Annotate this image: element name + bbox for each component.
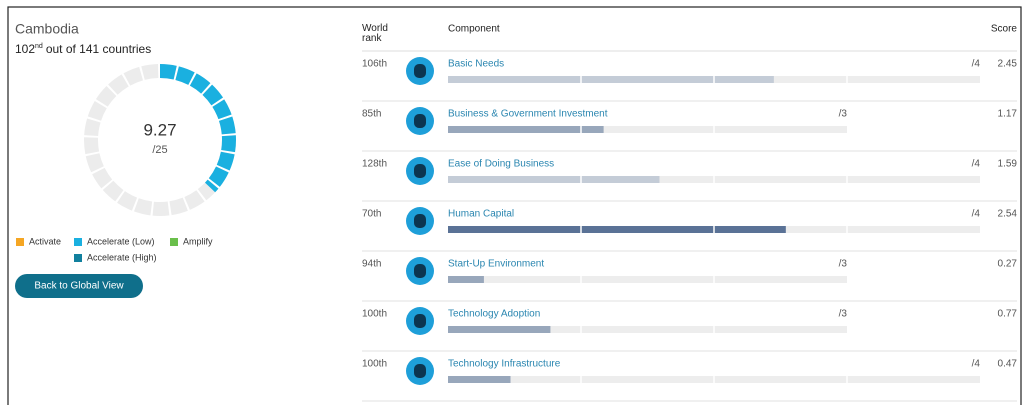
header-rank: World rank [362,23,388,44]
row-max: /3 [839,109,848,120]
bar [448,376,511,383]
row-score: 0.77 [998,309,1018,320]
bar [448,126,604,133]
bar [448,276,484,283]
legend: Activate Accelerate (Low) Amplify Accelerat… [16,236,213,262]
row-icon-glyph [414,264,426,278]
bar [448,176,660,183]
gauge-total: /25 [152,144,167,156]
legend-label: Accelerate (Low) [87,236,155,246]
row-icon-glyph [414,364,426,378]
legend-label: Amplify [183,236,213,246]
row-rank: 94th [362,259,381,270]
table-rows: 106th Basic Needs/4 2.45 85th Business & Gov… [362,57,1018,402]
row-component: Technology Infrastructure [448,359,561,370]
bar [448,76,774,83]
gauge [84,64,236,216]
header-score: Score [991,24,1018,35]
rank-suffix: nd [35,43,43,50]
row-max: /4 [972,159,981,170]
gauge-fill [159,64,236,193]
row-score: 2.45 [998,59,1018,70]
header-rank-line: rank [362,33,382,44]
gauge-score: 9.27 [143,120,176,139]
rank-text: out of 141 countries [46,42,151,56]
row-icon-glyph [414,114,426,128]
frame [7,6,1022,405]
row-icon-glyph [414,214,426,228]
bar [448,326,551,333]
bar-track [448,126,847,133]
row-rank: 85th [362,109,381,120]
row-rank: 100th [362,359,387,370]
rank-number: 102 [15,42,35,56]
row-icon-glyph [414,164,426,178]
legend-swatch [170,238,178,246]
row-icon-glyph [414,64,426,78]
row-component: Business & Government Investment [448,109,608,120]
row-max: /3 [839,259,848,270]
row-rank: 106th [362,59,387,70]
row-score: 0.27 [998,259,1018,270]
row-component: Start-Up Environment [448,259,544,270]
row-score: 1.59 [998,159,1018,170]
row-score: 0.47 [998,359,1018,370]
row-component: Basic Needs [448,59,504,70]
country-name: Cambodia [15,21,79,37]
row-score: 1.17 [998,109,1018,120]
legend-label: Accelerate (High) [87,252,157,262]
button-bg[interactable] [15,274,143,298]
row-score: 2.54 [998,209,1018,220]
row-max: /3 [839,309,848,320]
row-max: /4 [972,59,981,70]
legend-swatch [16,238,24,246]
bar-track [448,276,847,283]
row-max: /4 [972,359,981,370]
row-rank: 70th [362,209,381,220]
bar [448,226,786,233]
country-rank: 102nd out of 141 countries [15,42,151,56]
row-rank: 100th [362,309,387,320]
legend-label: Activate [29,236,61,246]
header-component: Component [448,24,500,35]
row-component: Ease of Doing Business [448,159,554,170]
row-component: Human Capital [448,209,514,220]
bar-track [448,326,847,333]
legend-swatch [74,254,82,262]
row-component: Technology Adoption [448,309,540,320]
header-rank-line: World [362,23,388,34]
button-label[interactable]: Back to Global View [34,281,124,292]
legend-swatch [74,238,82,246]
back-button[interactable]: Back to Global View [15,274,143,298]
row-icon-glyph [414,314,426,328]
row-rank: 128th [362,159,387,170]
row-max: /4 [972,209,981,220]
